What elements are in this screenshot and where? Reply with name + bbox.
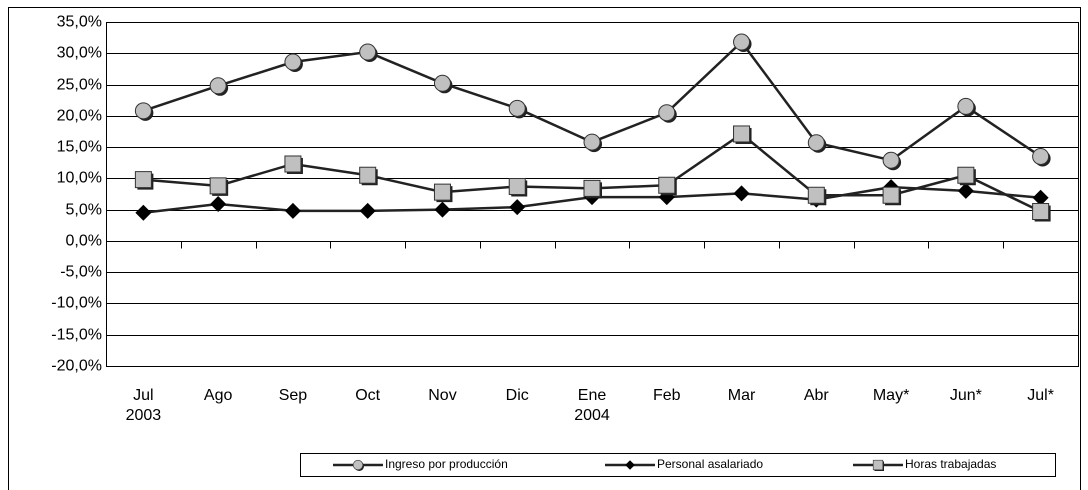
x-tick-label: Dic (506, 387, 529, 404)
data-point (134, 102, 152, 120)
data-point (1032, 147, 1050, 165)
data-point (807, 134, 825, 152)
plot-frame (106, 22, 1079, 367)
data-point (209, 77, 227, 95)
x-tick-label: Jul 2003 (126, 387, 162, 424)
x-tick-label: Ene 2004 (574, 387, 610, 424)
data-point (284, 53, 302, 71)
legend-marker (872, 459, 884, 471)
data-point (508, 99, 526, 117)
data-point (733, 33, 751, 51)
x-tick-label: Abr (804, 387, 830, 404)
y-tick-label: 10,0% (57, 170, 102, 187)
data-point (658, 104, 676, 122)
data-point (434, 201, 451, 218)
legend-marker (352, 459, 364, 471)
data-point (359, 166, 377, 184)
data-point (359, 43, 377, 61)
x-tick-label: Jun* (950, 387, 982, 404)
data-point (807, 186, 825, 204)
y-tick-label: 20,0% (57, 108, 102, 125)
y-tick-label: 25,0% (57, 77, 102, 94)
x-tick-label: Ago (204, 387, 233, 404)
data-point (882, 186, 900, 204)
data-point (433, 183, 451, 201)
data-point (284, 202, 301, 219)
data-point (957, 182, 974, 199)
data-point (210, 196, 227, 213)
chart-frame (8, 7, 1081, 490)
data-point (508, 177, 526, 195)
y-tick-label: -15,0% (51, 327, 102, 344)
x-tick-label: Feb (653, 387, 681, 404)
data-point (583, 133, 601, 151)
y-tick-label: 0,0% (66, 233, 102, 250)
data-point (957, 97, 975, 115)
legend-label: Ingreso por producción (385, 457, 508, 471)
y-tick-label: 5,0% (66, 202, 102, 219)
data-point (209, 177, 227, 195)
y-tick-label: -20,0% (51, 358, 102, 375)
legend-label: Personal asalariado (657, 457, 763, 471)
x-tick-label: Mar (728, 387, 756, 404)
x-tick-label: May* (873, 387, 909, 404)
y-tick-label: -5,0% (60, 264, 102, 281)
y-tick-label: -10,0% (51, 295, 102, 312)
data-point (658, 176, 676, 194)
x-tick-label: Nov (428, 387, 456, 404)
data-point (583, 179, 601, 197)
data-point (359, 202, 376, 219)
y-tick-label: 15,0% (57, 139, 102, 156)
data-point (882, 151, 900, 169)
y-tick-label: 30,0% (57, 45, 102, 62)
data-point (284, 155, 302, 173)
y-tick-label: 35,0% (57, 14, 102, 31)
data-point (433, 74, 451, 92)
data-point (509, 199, 526, 216)
data-point (1032, 203, 1050, 221)
data-point (733, 125, 751, 143)
data-point (1032, 189, 1049, 206)
x-tick-label: Sep (279, 387, 308, 404)
legend-label: Horas trabajadas (905, 457, 996, 471)
x-tick-label: Oct (355, 387, 380, 404)
data-point (135, 204, 152, 221)
x-tick-label: Jul* (1027, 387, 1054, 404)
data-point (134, 171, 152, 189)
data-point (957, 166, 975, 184)
data-point (733, 185, 750, 202)
legend-box (300, 453, 1056, 477)
